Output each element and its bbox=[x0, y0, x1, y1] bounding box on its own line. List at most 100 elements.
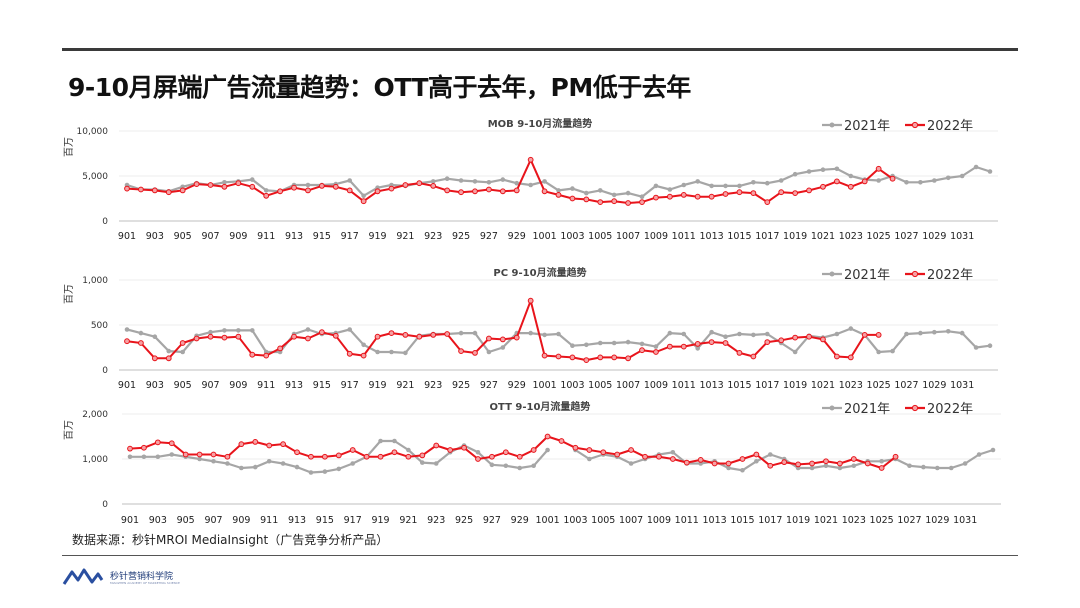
x-tick-label: 901 bbox=[118, 380, 136, 391]
series-2022-point bbox=[458, 348, 464, 354]
x-tick-label: 1021 bbox=[814, 515, 838, 526]
series-2022-point bbox=[141, 444, 147, 451]
series-2022-point bbox=[736, 189, 743, 196]
series-2021-point bbox=[444, 176, 450, 181]
series-2021-point bbox=[740, 467, 745, 473]
series-2022-point bbox=[833, 178, 840, 185]
series-2021-point bbox=[197, 456, 202, 462]
series-2022-point bbox=[680, 192, 687, 198]
x-tick-label: 903 bbox=[146, 380, 164, 391]
series-2022-point bbox=[527, 297, 534, 304]
series-2022-point bbox=[416, 333, 423, 340]
x-tick-label: 1009 bbox=[647, 515, 671, 526]
series-2022-point bbox=[513, 187, 520, 194]
series-2021-point bbox=[987, 169, 993, 174]
x-tick-label: 1029 bbox=[922, 231, 946, 242]
series-2021-point bbox=[486, 180, 492, 185]
series-2021-point bbox=[514, 180, 520, 186]
series-2022-point bbox=[628, 447, 634, 453]
series-2022-point bbox=[346, 187, 353, 194]
series-2022-point bbox=[266, 442, 273, 449]
legend-label: 2022年 bbox=[927, 268, 973, 283]
x-tick-label: 929 bbox=[511, 515, 529, 526]
series-2021-point bbox=[876, 349, 881, 355]
series-2022-point bbox=[472, 350, 478, 356]
x-tick-label: 901 bbox=[121, 515, 139, 526]
series-2021-point bbox=[990, 447, 996, 453]
series-2021-point bbox=[124, 327, 130, 332]
series-2021-point bbox=[723, 183, 728, 189]
series-2022-point bbox=[249, 351, 256, 358]
series-2021-point bbox=[322, 469, 328, 474]
series-2022-point bbox=[388, 185, 395, 192]
series-2021-point bbox=[959, 330, 965, 336]
series-2022-point bbox=[346, 350, 353, 357]
chart-title: OTT 9-10月流量趋势 bbox=[490, 400, 591, 413]
series-2022-point bbox=[569, 354, 576, 361]
series-2021-point bbox=[433, 461, 439, 466]
x-tick-label: 1001 bbox=[532, 231, 556, 242]
legend-label: 2021年 bbox=[844, 119, 890, 134]
x-tick-label: 1003 bbox=[560, 380, 584, 391]
series-2022-point bbox=[555, 353, 562, 360]
chart-title: PC 9-10月流量趋势 bbox=[493, 266, 586, 279]
x-tick-label: 905 bbox=[174, 380, 192, 391]
x-tick-label: 1009 bbox=[644, 231, 668, 242]
series-2022-point bbox=[179, 187, 186, 194]
series-2021-point bbox=[489, 462, 495, 468]
x-tick-label: 913 bbox=[285, 231, 303, 242]
series-2021-point bbox=[625, 190, 631, 196]
series-2022-point bbox=[669, 456, 676, 462]
x-tick-label: 909 bbox=[229, 231, 247, 242]
series-2021-point bbox=[266, 458, 272, 464]
series-2021-point bbox=[584, 342, 589, 348]
series-2022-point bbox=[374, 333, 381, 340]
x-tick-label: 921 bbox=[396, 231, 414, 242]
series-2021-point bbox=[486, 349, 492, 355]
x-tick-label: 1011 bbox=[672, 380, 696, 391]
x-tick-label: 1005 bbox=[588, 380, 612, 391]
series-2022-point bbox=[196, 451, 203, 458]
series-2021-point bbox=[935, 465, 940, 471]
x-tick-label: 1001 bbox=[535, 515, 559, 526]
series-2021-point bbox=[389, 349, 394, 355]
series-2021-point bbox=[556, 331, 561, 337]
series-2021-point bbox=[751, 332, 756, 338]
series-2022-point bbox=[722, 191, 729, 197]
y-tick-label: 1,000 bbox=[82, 276, 108, 286]
x-tick-label: 907 bbox=[204, 515, 222, 526]
series-2022-point bbox=[252, 439, 259, 445]
series-2022-point bbox=[639, 347, 645, 354]
x-tick-label: 1007 bbox=[619, 515, 643, 526]
x-tick-label: 921 bbox=[399, 515, 417, 526]
series-2022-point bbox=[864, 460, 871, 467]
x-tick-label: 913 bbox=[285, 380, 303, 391]
series-2021-point bbox=[904, 331, 909, 337]
series-2022-point bbox=[502, 449, 509, 456]
series-2021-point bbox=[726, 465, 731, 471]
series-2021-point bbox=[531, 463, 536, 469]
series-2021-point bbox=[249, 328, 255, 333]
series-2021-point bbox=[670, 449, 676, 455]
series-2022-point bbox=[363, 453, 370, 460]
x-tick-label: 1031 bbox=[950, 231, 974, 242]
series-2021-point bbox=[851, 463, 857, 469]
x-tick-label: 925 bbox=[452, 380, 470, 391]
series-2022-point bbox=[235, 180, 242, 187]
series-2022-point bbox=[193, 181, 200, 187]
x-tick-label: 917 bbox=[341, 231, 359, 242]
series-2022-point bbox=[875, 165, 882, 172]
series-2021-point bbox=[350, 461, 356, 466]
series-2022-point bbox=[499, 336, 506, 343]
series-2022-point bbox=[722, 340, 729, 346]
series-2021-point bbox=[152, 334, 158, 339]
series-2021-point bbox=[767, 452, 773, 457]
x-tick-label: 911 bbox=[257, 231, 275, 242]
series-2022-point bbox=[653, 349, 659, 355]
series-2021-point bbox=[475, 449, 481, 455]
x-tick-label: 911 bbox=[260, 515, 278, 526]
series-2022-point bbox=[182, 451, 189, 458]
series-2022-point bbox=[820, 336, 826, 343]
x-tick-label: 919 bbox=[368, 231, 386, 242]
